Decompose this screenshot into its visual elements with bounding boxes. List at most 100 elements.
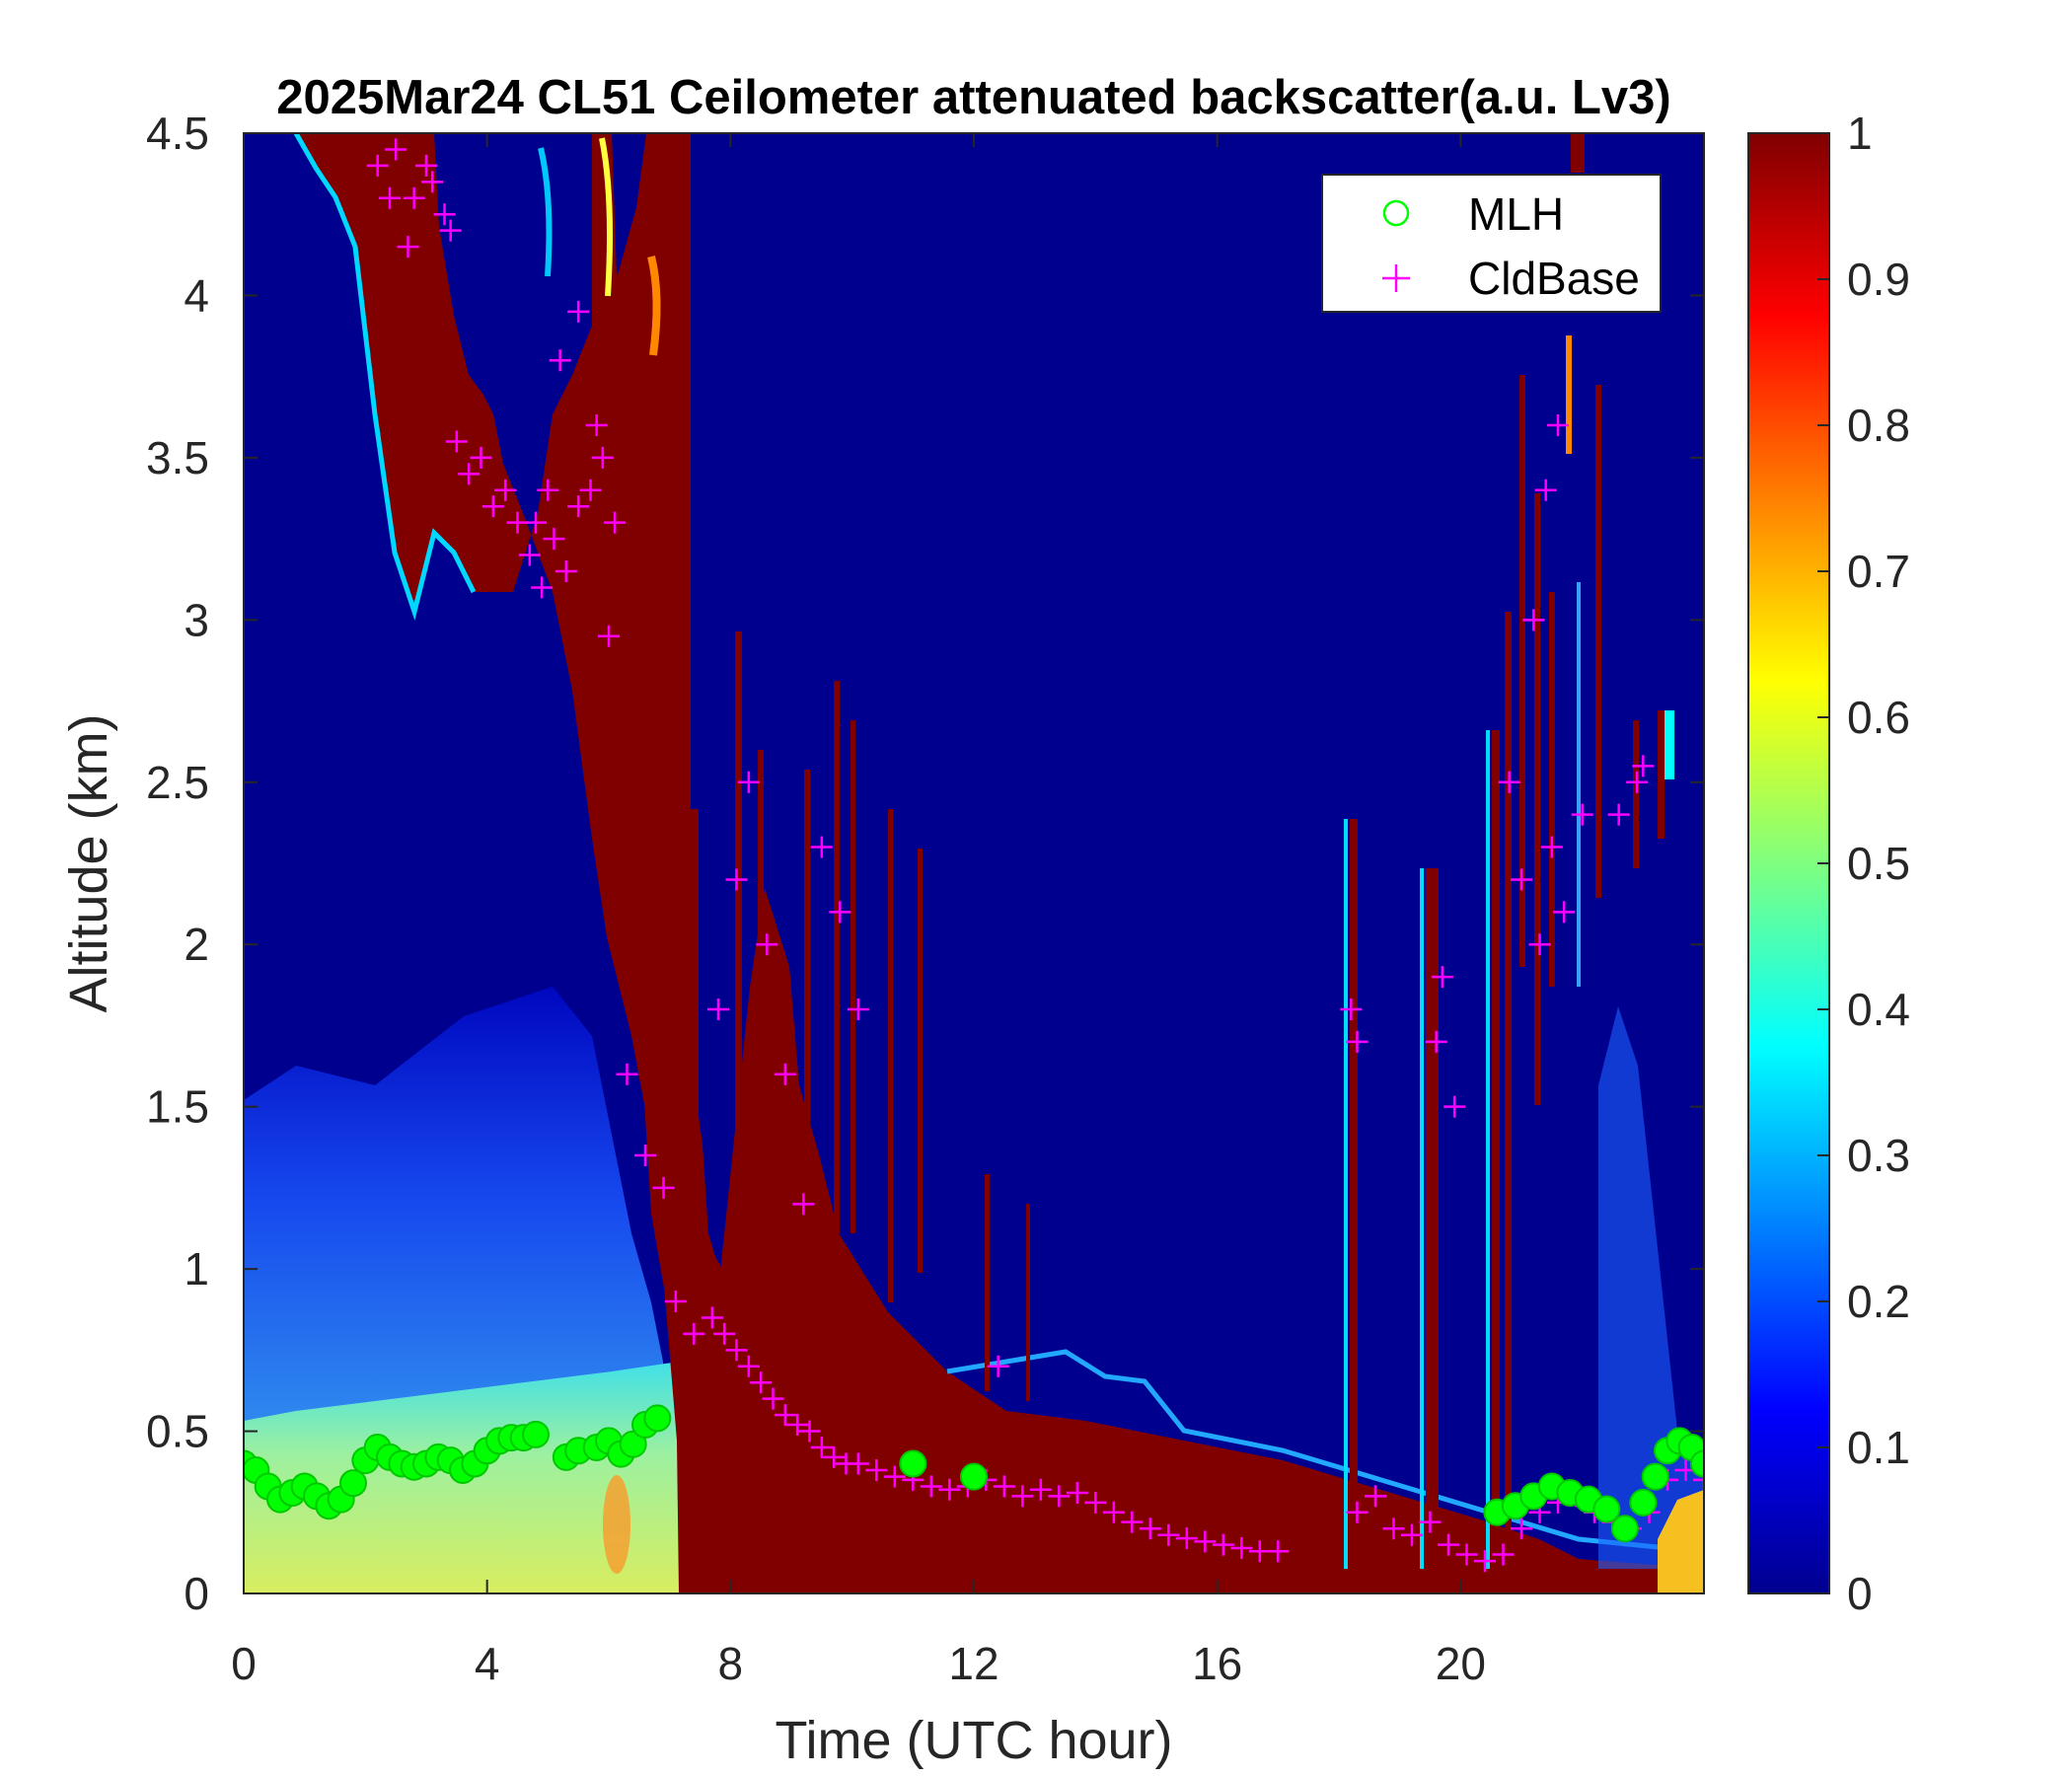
cldbase-point-31: [652, 1176, 675, 1199]
cldbase-point-40: [774, 1404, 796, 1427]
cldbase-point-15: [518, 544, 541, 566]
y-axis-label: Altitude (km): [59, 713, 118, 1012]
cldbase-point-77: [1474, 1550, 1496, 1573]
mlh-point-44: [1641, 1462, 1669, 1491]
cldbase-point-57: [1048, 1485, 1071, 1508]
cldbase-point-47: [865, 1459, 888, 1482]
y-tick-label-3: 1.5: [146, 1081, 209, 1133]
cldbase-point-103: [1431, 966, 1453, 989]
cldbase-point-110: [1571, 803, 1593, 826]
cldbase-point-32: [664, 1291, 687, 1312]
cldbase-point-1: [385, 138, 407, 161]
cldbase-point-50: [920, 1475, 942, 1498]
cldbase-point-63: [1157, 1523, 1180, 1546]
cldbase-point-67: [1230, 1536, 1253, 1559]
cldbase-point-104: [1443, 1095, 1466, 1118]
cloud-top-edge: [946, 1349, 1678, 1552]
colorbar-tick-label-1: 0.1: [1847, 1422, 1910, 1473]
x-tick-label-3: 12: [948, 1638, 999, 1689]
cldbase-point-11: [470, 446, 492, 469]
colorbar-tick-label-0: 0: [1847, 1568, 1873, 1619]
cldbase-point-100: [1340, 999, 1363, 1020]
colorbar-tick-label-3: 0.3: [1847, 1130, 1910, 1181]
cldbase-point-22: [604, 511, 627, 534]
cldbase-point-79: [1511, 1517, 1532, 1540]
y-tick-label-5: 2.5: [146, 757, 209, 808]
cldbase-point-106: [1511, 868, 1532, 891]
colorbar-tick-label-9: 0.9: [1847, 254, 1910, 305]
x-tick-label-0: 0: [231, 1638, 257, 1689]
cloud-band-edge: [293, 133, 477, 621]
x-tick-label-1: 4: [475, 1638, 500, 1689]
cldbase-point-21: [591, 446, 614, 469]
cldbase-point-65: [1194, 1530, 1217, 1553]
cldbase-point-105: [1498, 771, 1520, 793]
cldbase-point-26: [525, 511, 547, 534]
legend-box: [1321, 174, 1662, 313]
legend-cldbase-label: CldBase: [1468, 253, 1640, 304]
late-day-aerosol: [1598, 1006, 1704, 1569]
cldbase-point-8: [433, 203, 456, 226]
cldbase-point-42: [798, 1420, 821, 1443]
cldbase-point-72: [1382, 1517, 1405, 1540]
mlh-markers: [244, 1404, 1704, 1543]
cldbase-point-116: [1632, 755, 1655, 777]
x-tick-label-5: 20: [1436, 1638, 1486, 1689]
cldbase-point-92: [737, 771, 760, 793]
colorbar-ticks: 0 0.1 0.2 0.3 0.4 0.5 0.6 0.7 0.8 0.9 1: [1817, 108, 1910, 1619]
x-tick-label-2: 8: [718, 1638, 744, 1689]
cldbase-point-115: [1626, 771, 1649, 793]
cldbase-point-64: [1175, 1527, 1198, 1550]
cldbase-point-98: [847, 999, 869, 1020]
colorbar-tick-label-8: 0.8: [1847, 400, 1910, 451]
cldbase-point-69: [1267, 1540, 1290, 1563]
cldbase-point-23: [549, 349, 571, 372]
cldbase-point-5: [379, 186, 401, 209]
mlh-point-43: [1629, 1488, 1658, 1517]
cldbase-point-18: [555, 560, 577, 582]
cldbase-point-4: [439, 219, 462, 242]
cldbase-point-93: [756, 933, 778, 956]
cldbase-point-107: [1528, 933, 1551, 956]
cldbase-point-34: [701, 1306, 723, 1329]
cldbase-point-95: [792, 1193, 815, 1216]
cldbase-point-68: [1248, 1540, 1271, 1563]
cldbase-point-113: [1547, 414, 1569, 436]
cldbase-point-46: [847, 1452, 869, 1475]
mlh-point-34: [960, 1462, 988, 1491]
cldbase-point-94: [774, 1063, 796, 1085]
cldbase-point-9: [445, 430, 468, 453]
cldbase-point-111: [1522, 609, 1545, 631]
colorbar-tick-label-7: 0.7: [1847, 546, 1910, 597]
cldbase-point-10: [458, 463, 481, 485]
mlh-point-42: [1610, 1515, 1639, 1543]
cldbase-point-91: [725, 868, 748, 891]
cldbase-point-20: [579, 479, 602, 501]
plot-area: [244, 133, 1704, 1593]
y-tick-label-1: 0.5: [146, 1406, 209, 1457]
colorbar-tick-label-10: 1: [1847, 108, 1873, 159]
cldbase-point-109: [1553, 901, 1576, 924]
cldbase-point-38: [750, 1371, 773, 1394]
cldbase-point-25: [585, 414, 608, 436]
cldbase-point-2: [403, 186, 425, 209]
cldbase-point-59: [1084, 1491, 1107, 1514]
cldbase-point-102: [1425, 1030, 1447, 1053]
colorbar: 0 0.1 0.2 0.3 0.4 0.5 0.6 0.7 0.8 0.9 1: [1747, 108, 1910, 1619]
cldbase-point-55: [1011, 1485, 1034, 1508]
colorbar-tick-label-4: 0.4: [1847, 984, 1910, 1035]
cldbase-point-96: [810, 836, 833, 858]
cldbase-point-0: [366, 154, 389, 177]
cldbase-point-29: [616, 1063, 638, 1085]
y-tick-label-6: 3: [184, 594, 209, 645]
cldbase-point-114: [1607, 803, 1630, 826]
cldbase-point-51: [938, 1478, 961, 1501]
cldbase-point-62: [1139, 1517, 1161, 1540]
cldbase-point-14: [506, 511, 529, 534]
y-tick-label-0: 0: [184, 1568, 209, 1619]
cldbase-point-60: [1102, 1501, 1125, 1523]
cldbase-point-3: [421, 171, 444, 193]
cldbase-point-48: [883, 1465, 906, 1488]
mlh-point-48: [1690, 1449, 1704, 1478]
